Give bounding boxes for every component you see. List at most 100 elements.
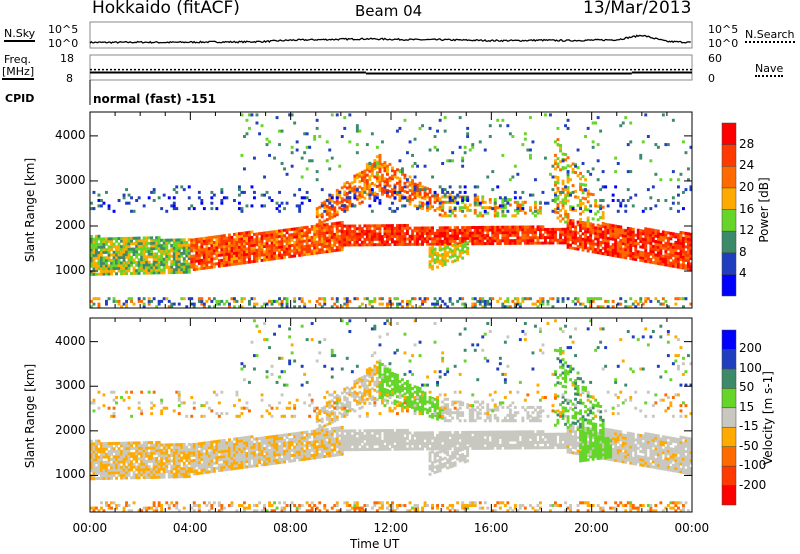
echo-cell (463, 145, 467, 149)
echo-cell (205, 468, 209, 472)
echo-cell (481, 206, 485, 210)
echo-cell (539, 206, 542, 210)
echo-cell (466, 226, 470, 230)
echo-cell (142, 247, 146, 251)
echo-cell (122, 452, 126, 456)
echo-cell (263, 302, 266, 306)
echo-cell (631, 230, 635, 234)
echo-cell (458, 228, 462, 232)
echo-cell (230, 443, 234, 447)
echo-cell (586, 189, 590, 193)
echo-cell (687, 262, 690, 265)
echo-cell (320, 231, 324, 235)
echo-cell (90, 299, 93, 303)
echo-cell (157, 475, 161, 479)
echo-cell (107, 240, 111, 243)
echo-cell (493, 236, 497, 240)
echo-cell (649, 231, 653, 234)
echo-cell (348, 235, 352, 239)
echo-cell (609, 226, 613, 230)
echo-cell (260, 450, 264, 453)
echo-cell (348, 230, 352, 233)
echo-cell (120, 441, 123, 445)
echo-cell (243, 463, 246, 467)
echo-cell (202, 239, 206, 243)
echo-cell (503, 236, 507, 240)
echo-cell (293, 254, 297, 258)
echo-cell (100, 199, 103, 202)
echo-cell (290, 238, 294, 242)
echo-cell (217, 439, 221, 443)
echo-cell (105, 302, 108, 306)
echo-cell (100, 460, 103, 464)
echo-cell (393, 243, 397, 246)
echo-cell (579, 212, 582, 216)
echo-cell (250, 113, 254, 117)
echo-cell (155, 457, 159, 460)
echo-cell (325, 210, 329, 214)
echo-cell (160, 268, 164, 272)
echo-cell (162, 446, 166, 450)
echo-cell (629, 251, 633, 255)
echo-cell (556, 138, 560, 142)
echo-cell (508, 225, 512, 229)
echo-cell (313, 238, 317, 242)
echo-cell (408, 202, 412, 206)
echo-cell (228, 263, 231, 267)
echo-cell (669, 250, 673, 254)
echo-cell (438, 231, 442, 235)
echo-cell (601, 233, 605, 237)
echo-cell (255, 461, 259, 465)
echo-cell (207, 252, 211, 256)
echo-cell (473, 203, 477, 207)
echo-cell (621, 121, 625, 125)
echo-cell (684, 297, 688, 301)
echo-cell (110, 476, 113, 480)
echo-cell (248, 249, 251, 253)
echo-cell (335, 229, 339, 233)
echo-cell (92, 270, 96, 274)
echo-cell (248, 238, 251, 242)
echo-cell (606, 231, 610, 235)
echo-cell (107, 471, 111, 475)
echo-cell (182, 257, 186, 261)
echo-cell (386, 164, 389, 168)
echo-cell (95, 445, 98, 448)
echo-cell (280, 256, 284, 260)
echo-cell (561, 167, 565, 171)
echo-cell (177, 469, 181, 473)
echo-cell (513, 231, 517, 234)
echo-cell (398, 182, 402, 186)
echo-cell (481, 228, 485, 232)
echo-cell (348, 434, 352, 438)
echo-cell (120, 245, 123, 249)
echo-cell (97, 251, 101, 255)
echo-cell (566, 232, 570, 236)
echo-cell (170, 246, 174, 250)
echo-cell (659, 232, 663, 236)
echo-cell (591, 231, 595, 235)
echo-cell (458, 249, 462, 253)
echo-cell (345, 238, 349, 242)
echo-cell (250, 443, 254, 447)
echo-cell (529, 153, 532, 157)
echo-cell (566, 172, 570, 176)
echo-cell (235, 240, 239, 244)
echo-cell (167, 254, 171, 258)
echo-cell (401, 243, 404, 246)
echo-cell (122, 266, 126, 270)
echo-cell (378, 235, 382, 239)
freq-tick-high: 18 (60, 52, 74, 65)
echo-cell (210, 446, 214, 449)
echo-cell (566, 212, 570, 216)
echo-cell (268, 238, 271, 242)
echo-cell (355, 124, 359, 128)
echo-cell (466, 126, 470, 130)
echo-cell (596, 235, 600, 238)
echo-cell (137, 269, 141, 273)
echo-cell (393, 234, 397, 238)
echo-cell (180, 445, 184, 449)
echo-cell (313, 429, 317, 433)
echo-cell (606, 305, 610, 309)
